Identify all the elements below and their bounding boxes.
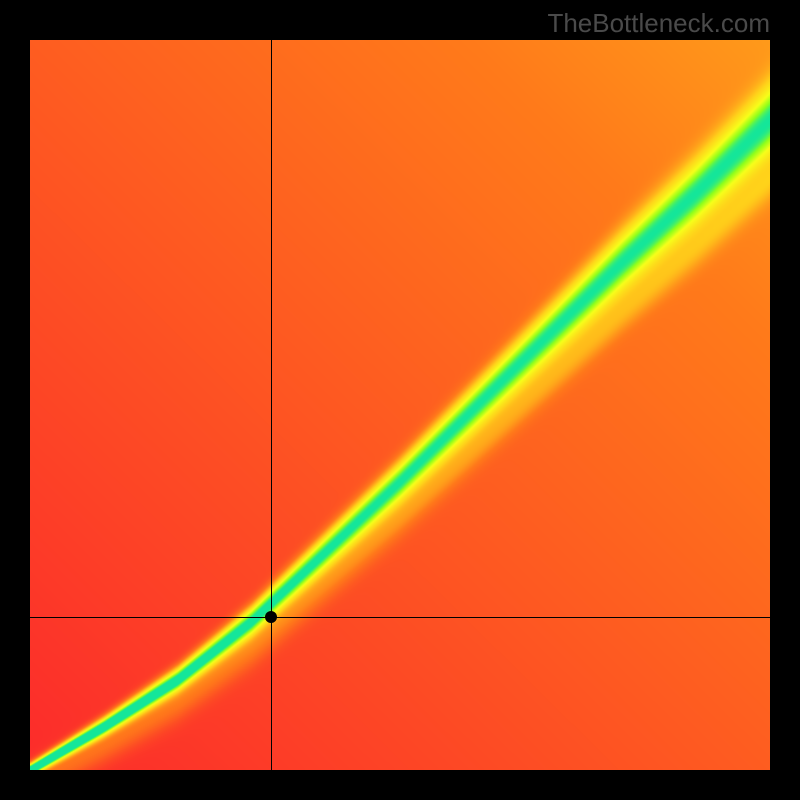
crosshair-horizontal	[30, 617, 770, 618]
crosshair-vertical	[271, 40, 272, 770]
heatmap-plot-area	[30, 40, 770, 770]
crosshair-marker-dot	[265, 611, 277, 623]
heatmap-canvas	[30, 40, 770, 770]
watermark-text: TheBottleneck.com	[547, 8, 770, 39]
